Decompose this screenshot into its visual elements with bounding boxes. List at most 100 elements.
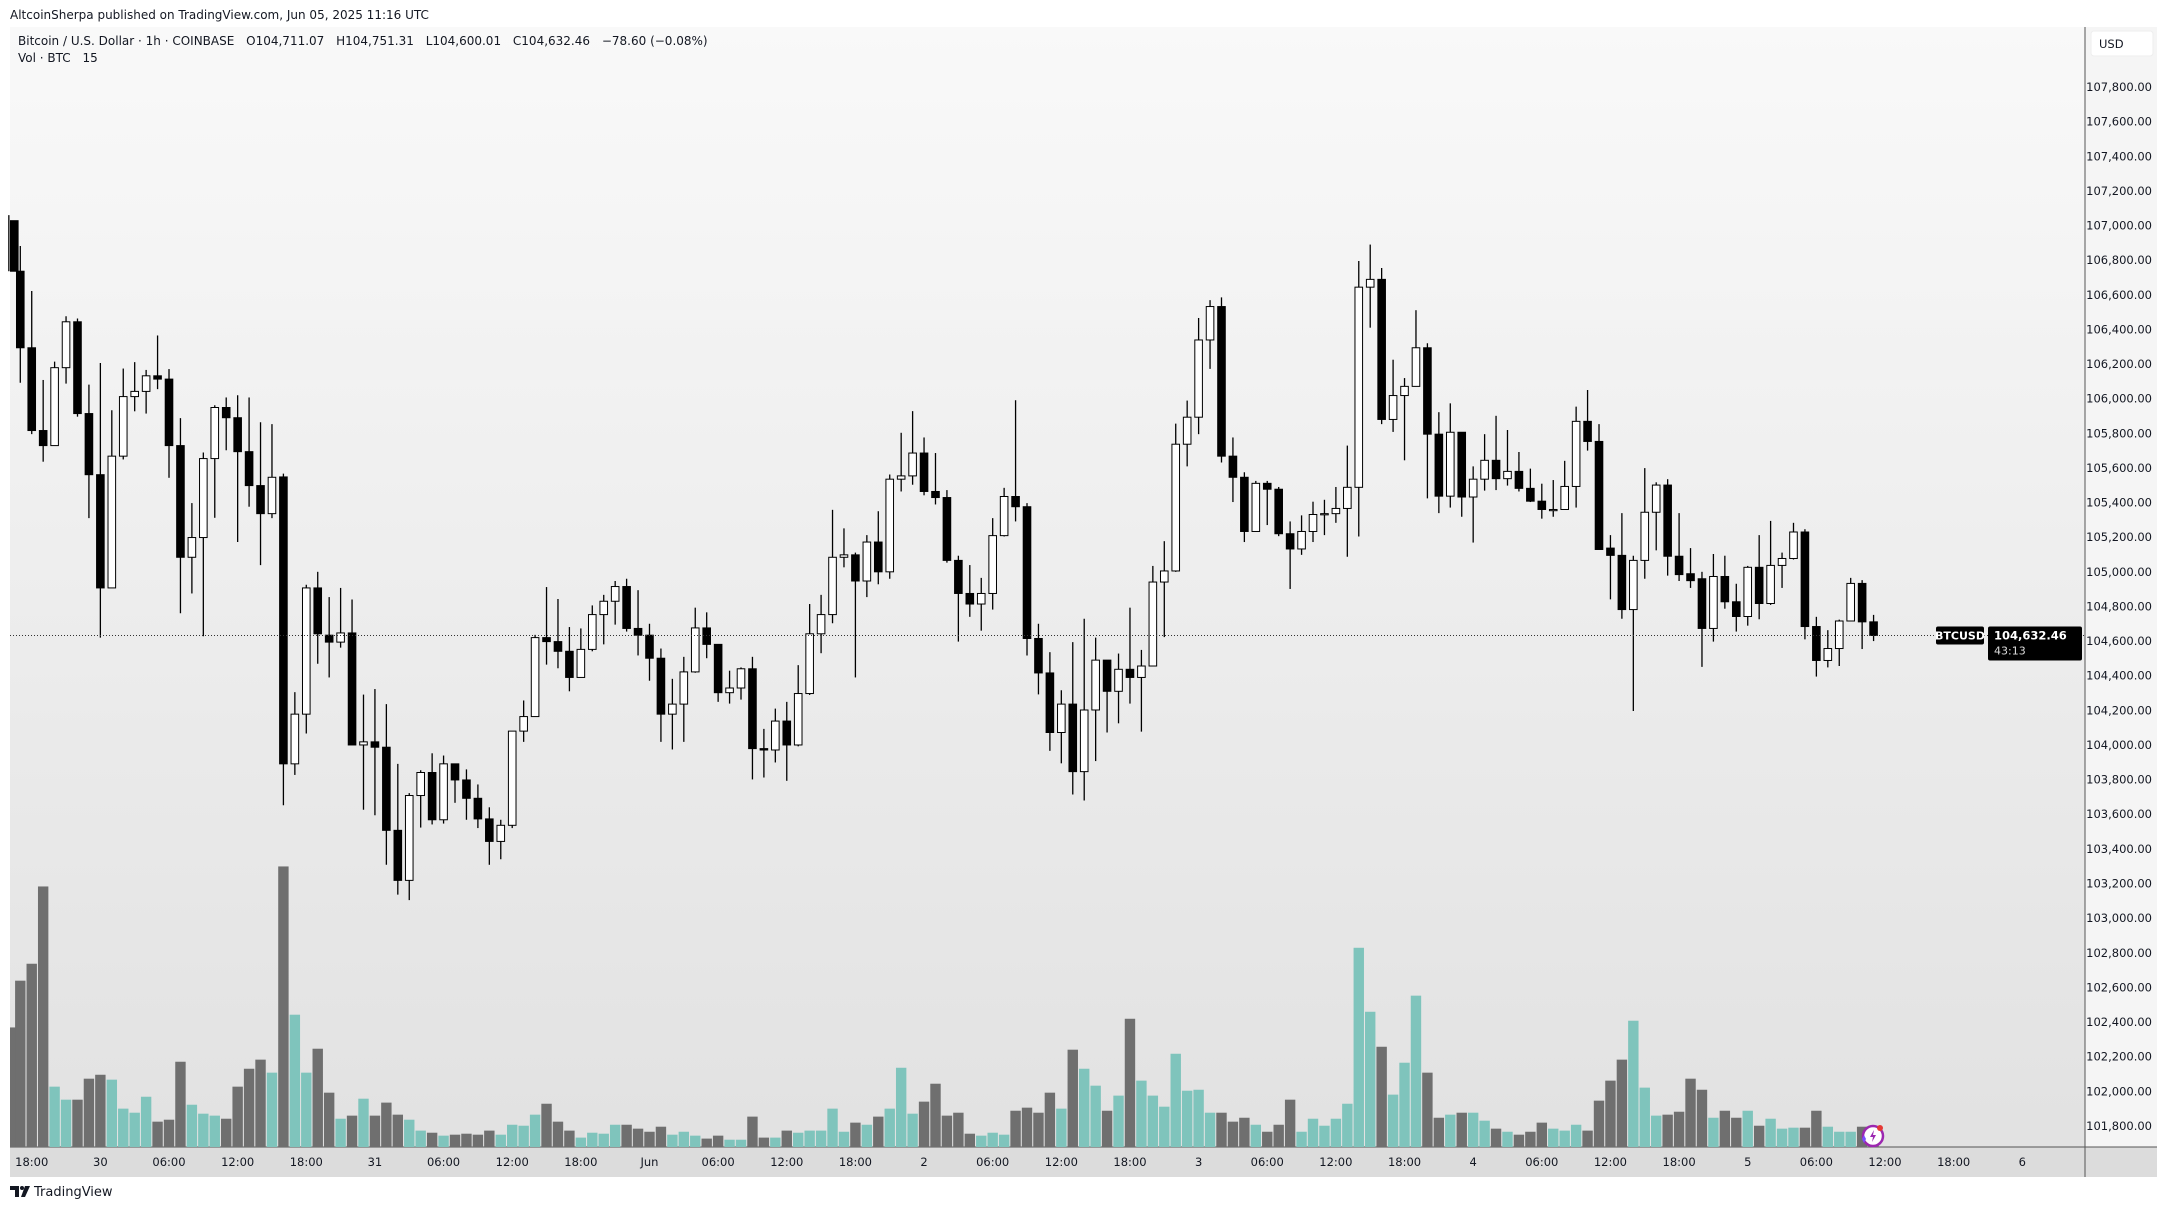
candle bbox=[759, 728, 769, 778]
volume-bar bbox=[392, 1114, 404, 1147]
price-tick-label: 104,600.00 bbox=[2086, 634, 2152, 648]
volume-bar bbox=[72, 1099, 83, 1147]
candle-body bbox=[1137, 665, 1146, 678]
candle-body bbox=[10, 220, 19, 272]
time-tick-label: 18:00 bbox=[1113, 1155, 1146, 1169]
volume-bar bbox=[770, 1137, 781, 1147]
price-tick-label: 104,000.00 bbox=[2086, 738, 2152, 752]
last-price-value: 104,632.46 bbox=[1994, 628, 2067, 642]
candle-body bbox=[828, 556, 837, 616]
candle-body bbox=[1148, 581, 1158, 667]
last-price-tag: BTCUSD 104,632.46 43:13 bbox=[1935, 626, 2082, 661]
candle-body bbox=[839, 554, 849, 558]
candle-body bbox=[38, 430, 48, 447]
candle-body bbox=[1034, 637, 1043, 674]
candle bbox=[1320, 499, 1329, 536]
candle bbox=[1445, 403, 1455, 508]
time-tick-label: 06:00 bbox=[976, 1155, 1009, 1169]
price-tick-label: 102,800.00 bbox=[2086, 946, 2152, 960]
price-tick-label: 103,200.00 bbox=[2086, 876, 2152, 890]
volume-bar bbox=[1124, 1018, 1136, 1147]
candle bbox=[736, 667, 746, 700]
legend-open: O104,711.07 bbox=[246, 34, 324, 48]
candle bbox=[942, 490, 952, 563]
volume-bar bbox=[632, 1128, 644, 1147]
candle-body bbox=[1743, 566, 1753, 617]
candle-body bbox=[221, 407, 231, 419]
volume-bar bbox=[426, 1132, 438, 1147]
volume-bar bbox=[1307, 1118, 1319, 1147]
volume-bar bbox=[232, 1086, 243, 1147]
candle-body bbox=[1720, 575, 1730, 603]
candle-body bbox=[1240, 476, 1249, 532]
candle-body bbox=[1594, 440, 1604, 550]
candle bbox=[1125, 607, 1135, 704]
candle bbox=[919, 437, 929, 496]
candle bbox=[450, 763, 460, 803]
price-tick-label: 103,400.00 bbox=[2086, 842, 2152, 856]
candle bbox=[1766, 520, 1775, 605]
volume-bar bbox=[346, 1115, 358, 1147]
candle-body bbox=[622, 586, 631, 629]
candle-body bbox=[919, 452, 929, 492]
alert-badge-icon[interactable] bbox=[1861, 1124, 1885, 1148]
volume-bar bbox=[472, 1134, 484, 1147]
candle bbox=[1411, 310, 1421, 387]
volume-bar bbox=[1250, 1124, 1262, 1147]
candle-body bbox=[816, 614, 826, 635]
volume-bar bbox=[529, 1114, 541, 1147]
volume-bar bbox=[106, 1079, 118, 1147]
volume-bar bbox=[1010, 1110, 1021, 1147]
currency-button[interactable] bbox=[2090, 30, 2154, 57]
candle bbox=[301, 584, 311, 734]
time-tick-label: 06:00 bbox=[702, 1155, 735, 1169]
tradingview-logo-icon bbox=[10, 1186, 30, 1197]
candle-body bbox=[542, 637, 551, 643]
candle bbox=[496, 819, 506, 860]
candle bbox=[553, 599, 563, 669]
volume-bar bbox=[541, 1103, 552, 1147]
candle bbox=[793, 665, 803, 747]
candle bbox=[1846, 577, 1855, 622]
candle bbox=[690, 607, 700, 673]
candle bbox=[1457, 431, 1467, 517]
price-tick-label: 107,800.00 bbox=[2086, 80, 2152, 94]
candle bbox=[1377, 267, 1386, 425]
volume-bar bbox=[266, 1072, 278, 1147]
time-axis[interactable] bbox=[10, 1147, 2157, 1177]
candle bbox=[473, 784, 483, 829]
volume-bar bbox=[1788, 1127, 1799, 1147]
volume-bar bbox=[1490, 1128, 1502, 1147]
candle-body bbox=[1663, 484, 1672, 557]
candle-body bbox=[1102, 659, 1112, 692]
price-axis-labels: 107,800.00 107,600.00 107,400.00 107,200.00… bbox=[2086, 80, 2152, 1133]
volume-bar bbox=[1342, 1103, 1353, 1147]
candle-body bbox=[233, 417, 242, 453]
candle-body bbox=[519, 716, 528, 732]
candle bbox=[96, 363, 105, 638]
volume-bar bbox=[1113, 1095, 1124, 1147]
candle-body bbox=[84, 413, 94, 476]
volume-bar bbox=[1273, 1124, 1284, 1147]
price-tick-label: 104,400.00 bbox=[2086, 669, 2152, 683]
volume-bar bbox=[1433, 1117, 1445, 1147]
candle bbox=[233, 395, 242, 543]
candle bbox=[1297, 515, 1306, 555]
candle-body bbox=[1388, 395, 1398, 420]
volume-bar bbox=[461, 1133, 472, 1147]
tradingview-logo[interactable]: TradingView bbox=[10, 1185, 113, 1200]
candle bbox=[1079, 618, 1089, 801]
candle bbox=[748, 656, 757, 780]
price-axis[interactable] bbox=[2085, 27, 2157, 1147]
candle bbox=[805, 604, 814, 695]
volume-bar bbox=[884, 1108, 895, 1147]
candle-body bbox=[576, 648, 586, 678]
candle bbox=[1560, 460, 1569, 510]
candle-body bbox=[1285, 533, 1295, 550]
chart-pane[interactable] bbox=[10, 27, 2157, 1177]
candle bbox=[1697, 571, 1707, 667]
volume-bar bbox=[140, 1096, 152, 1147]
candle bbox=[1823, 630, 1833, 668]
candle bbox=[427, 753, 437, 825]
